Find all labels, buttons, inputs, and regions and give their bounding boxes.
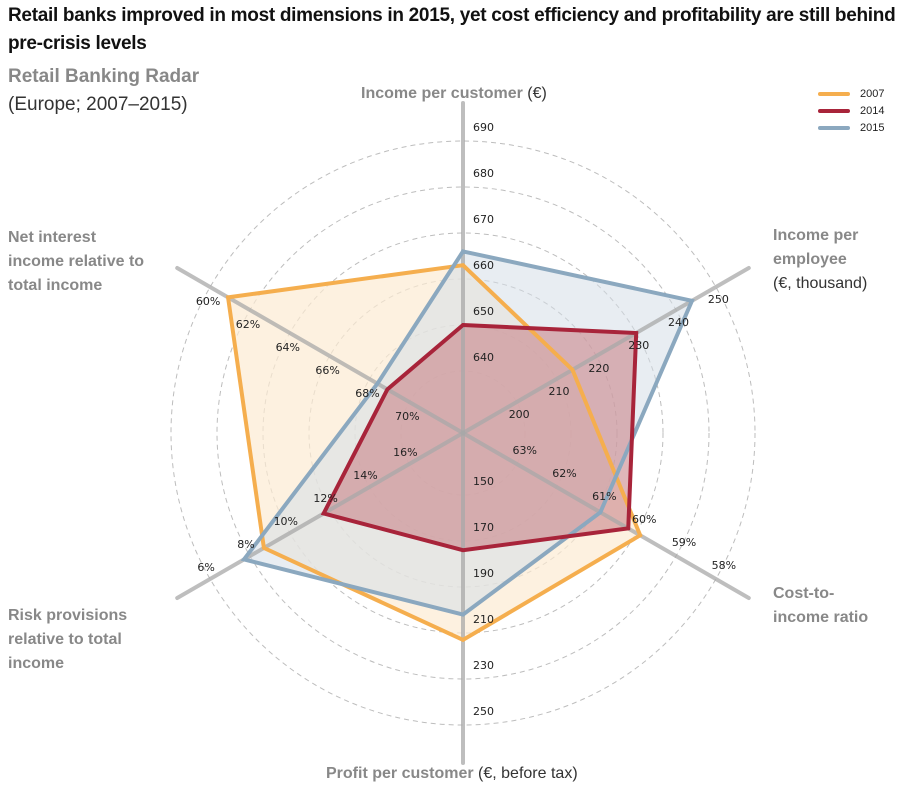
tick-label: 62% xyxy=(552,467,576,480)
axis-label-risk-provisions: Risk provisions relative to total income xyxy=(8,604,148,676)
tick-label: 220 xyxy=(588,362,609,375)
legend-swatch xyxy=(818,108,850,113)
axis-line xyxy=(461,266,751,435)
axis-label-cost-to-income: Cost-to-income ratio xyxy=(773,582,883,630)
tick-label: 230 xyxy=(628,339,649,352)
legend-item-2015: 2015 xyxy=(818,119,884,136)
tick-label: 12% xyxy=(313,492,337,505)
tick-label: 64% xyxy=(276,341,300,354)
tick-label: 170 xyxy=(473,521,494,534)
tick-label: 61% xyxy=(592,490,616,503)
tick-label: 60% xyxy=(196,295,220,308)
legend-item-2007: 2007 xyxy=(818,85,884,102)
tick-label: 670 xyxy=(473,213,494,226)
axis-label-unit: (€) xyxy=(522,85,547,102)
legend-item-2014: 2014 xyxy=(818,102,884,119)
tick-label: 660 xyxy=(473,259,494,272)
axis-line xyxy=(461,431,751,600)
tick-label: 59% xyxy=(672,536,696,549)
legend-label: 2015 xyxy=(860,121,885,134)
tick-label: 10% xyxy=(274,515,298,528)
tick-label: 63% xyxy=(512,444,536,457)
axis-label-bold: Risk provisions relative to total income xyxy=(8,607,128,672)
tick-label: 70% xyxy=(395,410,419,423)
grid-ring xyxy=(170,140,756,726)
series-line-2014 xyxy=(320,322,639,553)
chart-title: Retail banks improved in most dimensions… xyxy=(8,5,896,54)
series-line-2007 xyxy=(225,263,643,643)
axis-label-bold: Income per customer xyxy=(361,85,523,102)
tick-label: 62% xyxy=(236,318,260,331)
tick-label: 150 xyxy=(473,475,494,488)
legend-swatch xyxy=(818,125,850,130)
tick-label: 210 xyxy=(473,613,494,626)
tick-label: 650 xyxy=(473,305,494,318)
axis-label-bold: Profit per customer xyxy=(326,765,474,782)
chart-subtitle: Retail Banking Radar xyxy=(8,66,200,87)
legend-label: 2014 xyxy=(860,104,885,117)
axis-label-profit-per-customer: Profit per customer (€, before tax) xyxy=(326,762,578,786)
series-line-2015 xyxy=(240,249,695,617)
tick-label: 14% xyxy=(353,469,377,482)
tick-label: 230 xyxy=(473,659,494,672)
series-fill-2014 xyxy=(323,325,637,551)
tick-label: 58% xyxy=(712,559,736,572)
tick-label: 240 xyxy=(668,316,689,329)
tick-label: 690 xyxy=(473,121,494,134)
axis-label-net-interest: Net interest income relative to total in… xyxy=(8,226,153,298)
axis-line xyxy=(175,431,465,600)
axis-label-unit: (€, before tax) xyxy=(473,765,578,782)
axis-line xyxy=(175,266,465,435)
grid-ring xyxy=(262,232,664,634)
axis-label-income-per-employee: Income per employee (€, thousand) xyxy=(773,224,883,296)
tick-label: 6% xyxy=(197,561,214,574)
chart-subnote: (Europe; 2007–2015) xyxy=(8,94,188,115)
axis-label-bold: Income per employee xyxy=(773,227,859,268)
legend: 2007 2014 2015 xyxy=(818,85,884,136)
axis-label-income-per-customer: Income per customer (€) xyxy=(361,82,547,106)
legend-swatch xyxy=(818,91,850,96)
axis-label-bold: Cost-to-income ratio xyxy=(773,585,869,626)
tick-label: 200 xyxy=(509,408,530,421)
tick-label: 250 xyxy=(473,705,494,718)
tick-label: 68% xyxy=(355,387,379,400)
tick-label: 190 xyxy=(473,567,494,580)
tick-label: 210 xyxy=(549,385,570,398)
tick-label: 60% xyxy=(632,513,656,526)
axis-label-unit: (€, thousand) xyxy=(773,275,868,292)
tick-label: 680 xyxy=(473,167,494,180)
grid-ring xyxy=(216,186,710,680)
tick-label: 250 xyxy=(708,293,729,306)
tick-label: 66% xyxy=(315,364,339,377)
tick-label: 16% xyxy=(393,446,417,459)
tick-label: 640 xyxy=(473,351,494,364)
legend-label: 2007 xyxy=(860,87,885,100)
axis-label-bold: Net interest income relative to total in… xyxy=(8,229,145,294)
tick-label: 8% xyxy=(237,538,254,551)
